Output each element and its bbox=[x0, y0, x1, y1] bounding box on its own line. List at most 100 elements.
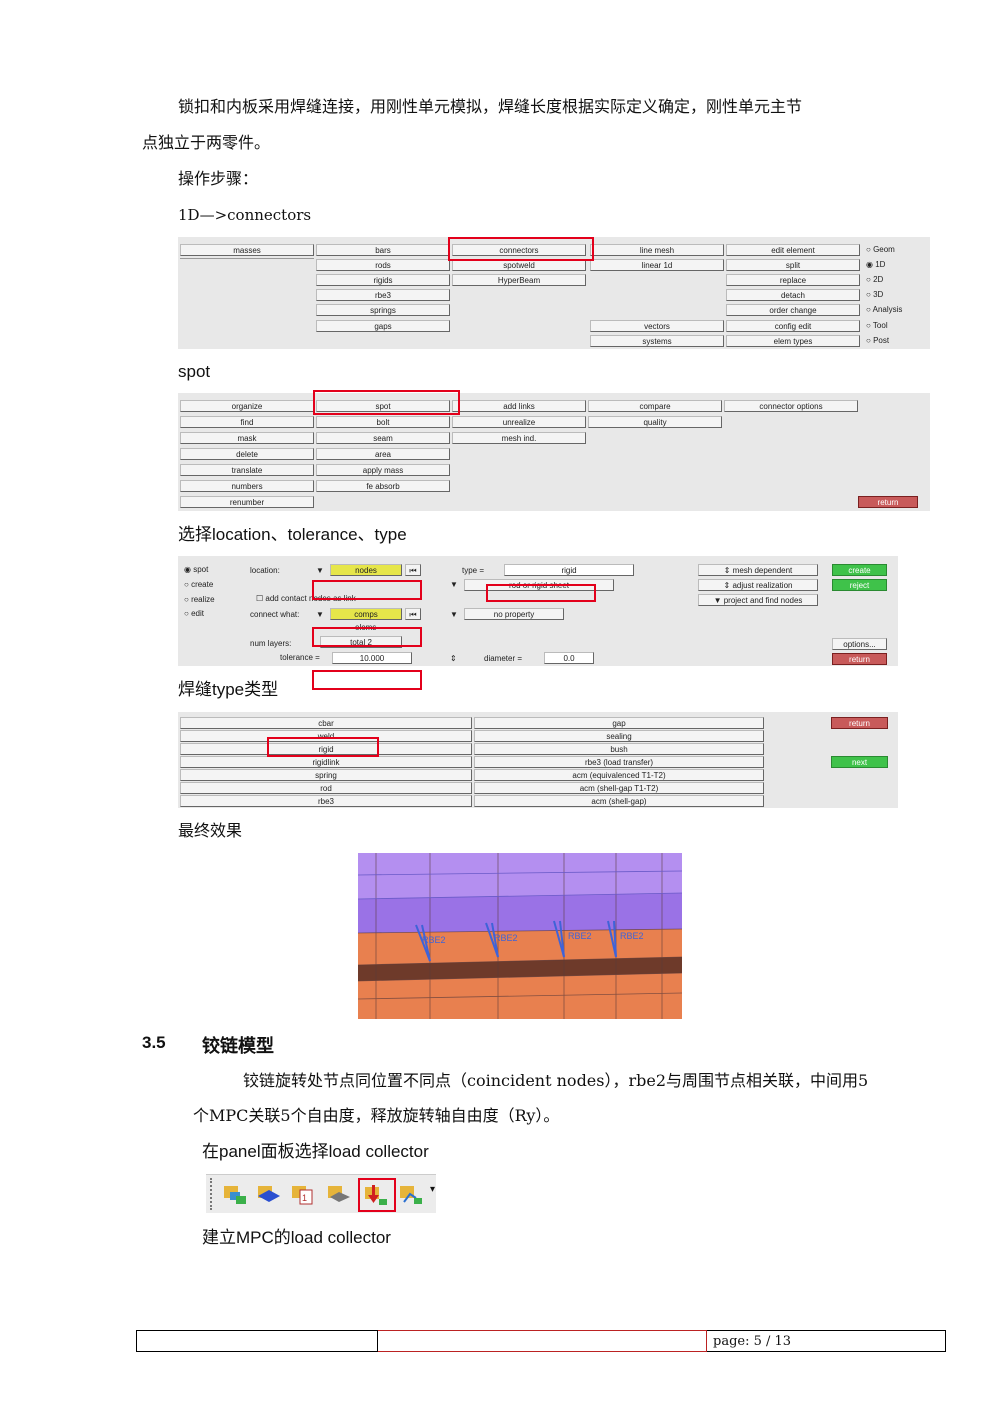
type-sealing[interactable]: sealing bbox=[474, 730, 764, 742]
panel2-delete[interactable]: delete bbox=[180, 448, 314, 460]
component-collector-icon[interactable] bbox=[222, 1180, 248, 1206]
panel1-systems[interactable]: systems bbox=[590, 335, 724, 347]
panel2-numbers[interactable]: numbers bbox=[180, 480, 314, 492]
toolbar-more-icon[interactable]: ▾ bbox=[430, 1184, 436, 1195]
type-rbe3-load[interactable]: rbe3 (load transfer) bbox=[474, 756, 764, 768]
panel1-rbe3[interactable]: rbe3 bbox=[316, 289, 450, 301]
loadstep-collector-icon[interactable] bbox=[398, 1180, 424, 1206]
panel1-gaps[interactable]: gaps bbox=[316, 320, 450, 332]
panel1-vectors[interactable]: vectors bbox=[590, 320, 724, 332]
panel1-replace[interactable]: replace bbox=[726, 274, 860, 286]
panel1-rods[interactable]: rods bbox=[316, 259, 450, 271]
panel2-bolt[interactable]: bolt bbox=[316, 416, 450, 428]
diameter-input[interactable]: 0.0 bbox=[544, 652, 594, 664]
create-button[interactable]: create bbox=[832, 564, 887, 576]
radio-edit[interactable]: ○ edit bbox=[184, 609, 204, 618]
panel2-compare[interactable]: compare bbox=[588, 400, 722, 412]
panel1-linear-1d[interactable]: linear 1d bbox=[590, 259, 724, 271]
panel1-split[interactable]: split bbox=[726, 259, 860, 271]
panel2-unrealize[interactable]: unrealize bbox=[452, 416, 586, 428]
footer-page-number: page: 5 / 13 bbox=[706, 1330, 946, 1352]
system-collector-icon[interactable] bbox=[326, 1180, 352, 1206]
panel1-line-mesh[interactable]: line mesh bbox=[590, 244, 724, 256]
type-cbar[interactable]: cbar bbox=[180, 717, 472, 729]
radio-1d[interactable]: ◉ 1D bbox=[866, 260, 886, 269]
type-bush[interactable]: bush bbox=[474, 743, 764, 755]
material-collector-icon[interactable]: 1 bbox=[290, 1180, 316, 1206]
radio-geom[interactable]: ○ Geom bbox=[866, 245, 895, 254]
panel2-seam[interactable]: seam bbox=[316, 432, 450, 444]
type-acm-shell-gap-t[interactable]: acm (shell-gap T1-T2) bbox=[474, 782, 764, 794]
mesh-dependent-toggle[interactable]: ⇕ mesh dependent bbox=[698, 564, 818, 576]
panel1-masses[interactable]: masses bbox=[180, 244, 314, 256]
panel2-apply-mass[interactable]: apply mass bbox=[316, 464, 450, 476]
project-nodes-toggle[interactable]: ▼ project and find nodes bbox=[698, 594, 818, 606]
panel1-detach[interactable]: detach bbox=[726, 289, 860, 301]
panel2-add-links[interactable]: add links bbox=[452, 400, 586, 412]
panel4-return-button[interactable]: return bbox=[831, 717, 888, 729]
panel2-spot[interactable]: spot bbox=[316, 400, 450, 412]
connect-selector[interactable]: comps bbox=[330, 608, 402, 620]
property-selector[interactable]: no property bbox=[464, 608, 564, 620]
panel1-springs[interactable]: springs bbox=[316, 304, 450, 316]
panel1-hyperbeam[interactable]: HyperBeam bbox=[452, 274, 586, 286]
mid-arrow-icon[interactable]: ▼ bbox=[450, 580, 458, 589]
radio-spot[interactable]: ◉ spot bbox=[184, 565, 209, 574]
panel1-edit-element[interactable]: edit element bbox=[726, 244, 860, 256]
add-contact-checkbox[interactable]: ☐ add contact nodes as link bbox=[256, 594, 356, 603]
panel4-next-button[interactable]: next bbox=[831, 756, 888, 768]
location-arrow-icon[interactable]: ▼ bbox=[316, 566, 324, 575]
panel2-connector-options[interactable]: connector options bbox=[724, 400, 858, 412]
type-weld[interactable]: weld bbox=[180, 730, 472, 742]
panel2-fe-absorb[interactable]: fe absorb bbox=[316, 480, 450, 492]
options-button[interactable]: options... bbox=[832, 638, 887, 650]
radio-3d[interactable]: ○ 3D bbox=[866, 290, 884, 299]
adjust-realization-toggle[interactable]: ⇕ adjust realization bbox=[698, 579, 818, 591]
panel1-elem-types[interactable]: elem types bbox=[726, 335, 860, 347]
type-gap[interactable]: gap bbox=[474, 717, 764, 729]
panel2-mask[interactable]: mask bbox=[180, 432, 314, 444]
reject-button[interactable]: reject bbox=[832, 579, 887, 591]
location-reset-icon[interactable]: ⏮ bbox=[405, 564, 421, 576]
property-arrow-icon[interactable]: ▼ bbox=[450, 610, 458, 619]
radio-analysis[interactable]: ○ Analysis bbox=[866, 305, 903, 314]
type-rod[interactable]: rod bbox=[180, 782, 472, 794]
load-collector-icon[interactable] bbox=[363, 1181, 389, 1207]
type-acm-equiv[interactable]: acm (equivalenced T1-T2) bbox=[474, 769, 764, 781]
type-input[interactable]: rigid bbox=[504, 564, 634, 576]
type-rigid[interactable]: rigid bbox=[180, 743, 472, 755]
radio-post[interactable]: ○ Post bbox=[866, 336, 890, 345]
tolerance-input[interactable]: 10.000 bbox=[332, 652, 412, 664]
panel2-renumber[interactable]: renumber bbox=[180, 496, 314, 508]
panel2-return-button[interactable]: return bbox=[858, 496, 918, 508]
type-rbe3[interactable]: rbe3 bbox=[180, 795, 472, 807]
property-collector-icon[interactable] bbox=[256, 1180, 282, 1206]
panel2-area[interactable]: area bbox=[316, 448, 450, 460]
panel2-quality[interactable]: quality bbox=[588, 416, 722, 428]
panel3-return-button[interactable]: return bbox=[832, 653, 887, 665]
highlight-load-collector bbox=[358, 1178, 396, 1212]
section-para-line2: 个MPC关联5个自由度，释放旋转轴自由度（Ry）。 bbox=[193, 1106, 560, 1125]
panel1-config-edit[interactable]: config edit bbox=[726, 320, 860, 332]
panel2-mesh-ind[interactable]: mesh ind. bbox=[452, 432, 586, 444]
radio-tool[interactable]: ○ Tool bbox=[866, 321, 888, 330]
connect-reset-icon[interactable]: ⏮ bbox=[405, 608, 421, 620]
panel2-translate[interactable]: translate bbox=[180, 464, 314, 476]
toolbar-grip[interactable] bbox=[210, 1178, 216, 1210]
radio-realize[interactable]: ○ realize bbox=[184, 595, 215, 604]
panel1-bars[interactable]: bars bbox=[316, 244, 450, 256]
radio-2d[interactable]: ○ 2D bbox=[866, 275, 884, 284]
type-acm-shell-gap[interactable]: acm (shell-gap) bbox=[474, 795, 764, 807]
diameter-stepper-icon[interactable]: ⇕ bbox=[450, 654, 457, 663]
type-spring[interactable]: spring bbox=[180, 769, 472, 781]
panel2-organize[interactable]: organize bbox=[180, 400, 314, 412]
panel1-rigids[interactable]: rigids bbox=[316, 274, 450, 286]
radio-create[interactable]: ○ create bbox=[184, 580, 214, 589]
para1-line1: 锁扣和内板采用焊缝连接，用刚性单元模拟，焊缝长度根据实际定义确定，刚性单元主节 bbox=[178, 97, 803, 116]
location-selector[interactable]: nodes bbox=[330, 564, 402, 576]
panel2-find[interactable]: find bbox=[180, 416, 314, 428]
connect-arrow-icon[interactable]: ▼ bbox=[316, 610, 324, 619]
type-rigidlink[interactable]: rigidlink bbox=[180, 756, 472, 768]
panel1-connectors[interactable]: connectors bbox=[452, 244, 586, 256]
panel1-order-change[interactable]: order change bbox=[726, 304, 860, 316]
